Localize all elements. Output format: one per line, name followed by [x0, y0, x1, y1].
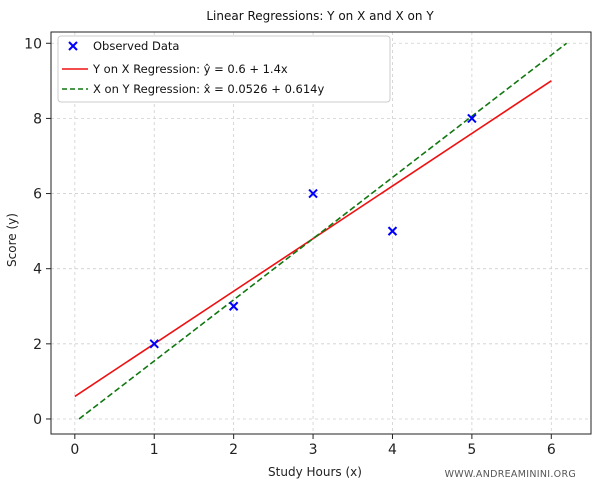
y-tick-label: 0	[33, 412, 42, 428]
x-tick-label: 6	[547, 442, 556, 458]
x-tick-label: 2	[229, 442, 238, 458]
data-point	[467, 113, 477, 124]
x-axis: 0 1 2 3 4 5 6	[70, 434, 556, 458]
x-axis-label: Study Hours (x)	[268, 465, 362, 479]
y-tick-label: 6	[33, 187, 42, 203]
y-tick-label: 8	[33, 111, 42, 127]
y-axis: 0 2 4 6 8 10	[24, 36, 51, 428]
y-tick-label: 10	[24, 36, 42, 52]
legend-label-y-on-x: Y on X Regression: ŷ = 0.6 + 1.4x	[92, 62, 288, 76]
chart-title: Linear Regressions: Y on X and X on Y	[206, 9, 434, 23]
legend-marker-observed	[68, 41, 78, 51]
x-tick-label: 1	[150, 442, 159, 458]
x-tick-label: 0	[70, 442, 79, 458]
watermark: WWW.ANDREAMININI.ORG	[445, 469, 576, 480]
data-point-stroke	[149, 339, 159, 349]
data-point-stroke	[308, 188, 318, 199]
data-point-stroke	[387, 226, 398, 236]
y-tick-label: 4	[33, 262, 42, 278]
y-tick-label: 2	[33, 337, 42, 353]
x-tick-label: 3	[309, 442, 318, 458]
data-point	[387, 226, 398, 236]
data-point-stroke	[228, 301, 239, 311]
x-tick-label: 4	[388, 442, 397, 458]
legend-label-x-on-y: X on Y Regression: x̂ = 0.0526 + 0.614y	[93, 82, 324, 96]
x-on-y-line	[78, 42, 568, 420]
data-point	[308, 188, 318, 199]
legend: Observed Data Y on X Regression: ŷ = 0.6…	[57, 35, 391, 103]
data-point	[149, 339, 159, 349]
observed-points	[149, 113, 477, 349]
data-point-stroke	[467, 113, 477, 124]
data-point	[228, 301, 239, 311]
legend-label-observed: Observed Data	[93, 39, 179, 53]
x-tick-label: 5	[467, 442, 476, 458]
legend-box	[57, 35, 391, 103]
y-axis-label: Score (y)	[5, 213, 19, 267]
plot-frame	[50, 31, 592, 435]
